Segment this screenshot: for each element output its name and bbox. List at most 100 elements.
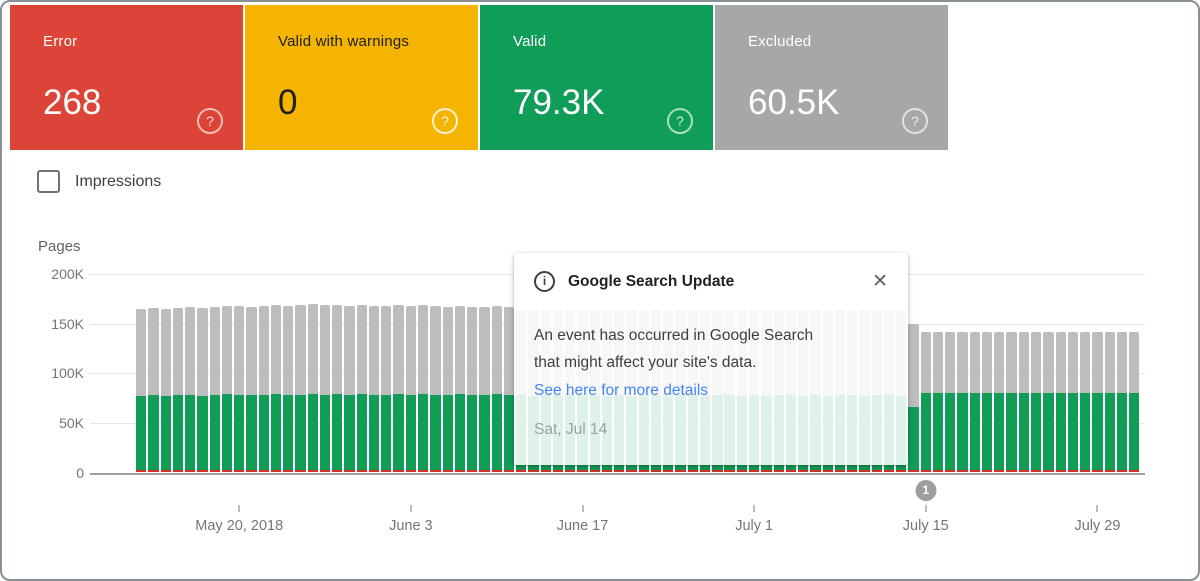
valid-card[interactable]: Valid 79.3K ? bbox=[480, 5, 713, 150]
bar-segment-error bbox=[773, 470, 784, 473]
bar-segment-error bbox=[467, 470, 478, 473]
coverage-bar[interactable] bbox=[307, 303, 318, 473]
bar-segment-error bbox=[417, 470, 429, 473]
coverage-bar[interactable] bbox=[148, 307, 159, 473]
impressions-toggle[interactable]: Impressions bbox=[37, 170, 161, 193]
close-icon[interactable]: ✕ bbox=[872, 271, 888, 292]
coverage-bar[interactable] bbox=[467, 306, 478, 473]
coverage-bar[interactable] bbox=[221, 305, 233, 473]
help-icon[interactable]: ? bbox=[432, 108, 458, 134]
coverage-bar[interactable] bbox=[969, 331, 980, 473]
bar-segment-excluded bbox=[908, 323, 919, 407]
bar-segment-error bbox=[834, 470, 846, 473]
coverage-bar[interactable] bbox=[160, 308, 171, 473]
coverage-bar[interactable] bbox=[356, 304, 367, 473]
coverage-bar[interactable] bbox=[1043, 331, 1054, 473]
bar-segment-excluded bbox=[319, 304, 331, 396]
coverage-bar[interactable] bbox=[197, 307, 208, 473]
error-card[interactable]: Error 268 ? bbox=[10, 5, 243, 150]
bar-segment-excluded bbox=[1129, 331, 1140, 394]
coverage-bar[interactable] bbox=[932, 331, 944, 473]
bar-segment-valid bbox=[1104, 393, 1115, 471]
coverage-bar[interactable] bbox=[234, 305, 245, 473]
coverage-bar[interactable] bbox=[908, 323, 919, 473]
bar-segment-excluded bbox=[283, 305, 294, 396]
excluded-card[interactable]: Excluded 60.5K ? bbox=[715, 5, 948, 150]
bar-segment-error bbox=[675, 470, 686, 473]
bar-segment-valid bbox=[945, 393, 956, 471]
coverage-bar[interactable] bbox=[344, 305, 355, 473]
valid-card-value: 79.3K bbox=[513, 83, 605, 122]
coverage-bar[interactable] bbox=[1116, 331, 1128, 473]
bar-segment-error bbox=[1055, 470, 1066, 473]
bar-segment-excluded bbox=[160, 308, 171, 397]
help-icon[interactable]: ? bbox=[667, 108, 693, 134]
bar-segment-valid bbox=[283, 395, 294, 471]
coverage-bar[interactable] bbox=[454, 305, 466, 473]
coverage-bar[interactable] bbox=[981, 331, 993, 473]
bar-segment-valid bbox=[185, 395, 196, 471]
bar-segment-error bbox=[969, 470, 980, 473]
bar-segment-excluded bbox=[405, 305, 417, 396]
help-icon[interactable]: ? bbox=[197, 108, 223, 134]
coverage-bar[interactable] bbox=[381, 305, 392, 473]
bar-segment-valid bbox=[932, 393, 944, 471]
coverage-bar[interactable] bbox=[1030, 331, 1042, 473]
coverage-bar[interactable] bbox=[1092, 331, 1103, 473]
coverage-bar[interactable] bbox=[1006, 331, 1017, 473]
bar-segment-error bbox=[589, 470, 600, 473]
bar-segment-excluded bbox=[1030, 331, 1042, 394]
coverage-bar[interactable] bbox=[319, 304, 331, 473]
coverage-bar[interactable] bbox=[283, 305, 294, 473]
help-icon[interactable]: ? bbox=[902, 108, 928, 134]
coverage-bar[interactable] bbox=[417, 304, 429, 473]
bar-segment-error bbox=[577, 470, 588, 473]
more-details-link[interactable]: See here for more details bbox=[534, 382, 709, 399]
bar-segment-excluded bbox=[197, 307, 208, 397]
bar-segment-valid bbox=[319, 395, 331, 471]
coverage-bar[interactable] bbox=[405, 305, 417, 473]
coverage-bar[interactable] bbox=[945, 331, 956, 473]
coverage-bar[interactable] bbox=[332, 304, 343, 473]
search-update-event-marker[interactable]: 1 bbox=[915, 480, 937, 501]
coverage-bar[interactable] bbox=[491, 305, 502, 473]
coverage-bar[interactable] bbox=[430, 305, 441, 473]
bar-segment-excluded bbox=[442, 306, 453, 396]
bar-segment-error bbox=[687, 470, 698, 473]
coverage-bar[interactable] bbox=[258, 305, 269, 473]
x-axis-tick-mark bbox=[753, 505, 756, 512]
coverage-bar[interactable] bbox=[246, 306, 257, 473]
coverage-bar[interactable] bbox=[957, 331, 968, 473]
bar-segment-excluded bbox=[1104, 331, 1115, 394]
bar-segment-excluded bbox=[307, 303, 318, 395]
coverage-bar[interactable] bbox=[270, 304, 282, 473]
bar-segment-error bbox=[1129, 470, 1140, 473]
coverage-bar[interactable] bbox=[1080, 331, 1091, 473]
coverage-bar[interactable] bbox=[994, 331, 1005, 473]
bar-segment-excluded bbox=[258, 305, 269, 396]
coverage-bar[interactable] bbox=[209, 306, 220, 473]
coverage-bar[interactable] bbox=[503, 306, 515, 473]
bar-segment-valid bbox=[356, 394, 367, 471]
bar-segment-error bbox=[528, 470, 539, 473]
coverage-bar[interactable] bbox=[368, 305, 380, 473]
coverage-bar[interactable] bbox=[136, 308, 147, 473]
coverage-bar[interactable] bbox=[1018, 331, 1030, 473]
valid-with-warnings-card[interactable]: Valid with warnings 0 ? bbox=[245, 5, 478, 150]
coverage-bar[interactable] bbox=[295, 304, 306, 473]
coverage-bar[interactable] bbox=[920, 331, 931, 473]
coverage-bar[interactable] bbox=[442, 306, 453, 473]
coverage-bar[interactable] bbox=[1104, 331, 1115, 473]
bar-segment-error bbox=[209, 470, 220, 473]
coverage-bar[interactable] bbox=[479, 306, 490, 473]
bar-segment-error bbox=[736, 470, 748, 473]
bar-segment-error bbox=[430, 470, 441, 473]
coverage-bar[interactable] bbox=[1055, 331, 1066, 473]
coverage-bar[interactable] bbox=[1067, 331, 1079, 473]
coverage-bar[interactable] bbox=[393, 304, 404, 473]
coverage-bar[interactable] bbox=[172, 307, 184, 473]
bar-segment-valid bbox=[479, 395, 490, 471]
coverage-bar[interactable] bbox=[1129, 331, 1140, 473]
impressions-checkbox[interactable] bbox=[37, 170, 60, 193]
coverage-bar[interactable] bbox=[185, 306, 196, 473]
